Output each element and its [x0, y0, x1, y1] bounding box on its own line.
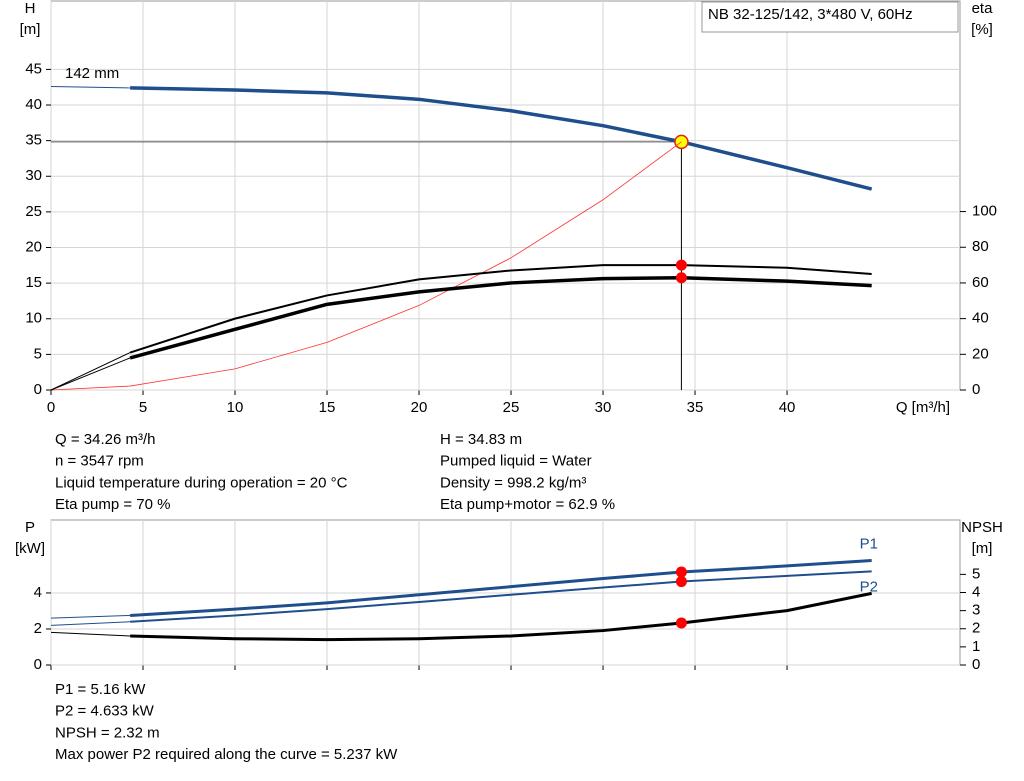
curve — [50, 141, 682, 391]
info-text: H = 34.83 m — [440, 431, 522, 448]
y2-tick-label: 5 — [972, 565, 980, 582]
x-tick-label: 30 — [595, 399, 612, 416]
info-text: Q = 34.26 m³/h — [55, 431, 155, 448]
duty-marker — [675, 576, 687, 588]
y2-tick-label: 1 — [972, 638, 980, 655]
info-text: Eta pump+motor = 62.9 % — [440, 496, 615, 513]
y-tick-label: 4 — [34, 584, 42, 601]
curve-extension — [50, 85, 131, 89]
x-tick-label: 0 — [47, 399, 55, 416]
y-axis-unit: [kW] — [15, 540, 45, 557]
plot-area — [50, 0, 961, 391]
y-tick-label: 35 — [25, 132, 42, 149]
curve-extension — [50, 352, 131, 391]
y2-tick-label: 0 — [972, 656, 980, 673]
info-text: NPSH = 2.32 m — [55, 724, 160, 741]
chart-title: NB 32-125/142, 3*480 V, 60Hz — [708, 6, 913, 23]
y2-tick-label: 40 — [972, 310, 989, 327]
y-tick-label: 0 — [34, 656, 42, 673]
info-text: Liquid temperature during operation = 20… — [55, 474, 348, 491]
duty-marker — [675, 259, 687, 271]
duty-marker — [675, 272, 687, 284]
y-axis-label: H — [25, 0, 36, 17]
x-tick-label: 40 — [779, 399, 796, 416]
series-label: P2 — [860, 578, 878, 595]
y2-axis-unit: [m] — [972, 540, 993, 557]
y2-tick-label: 0 — [972, 381, 980, 398]
y-tick-label: 25 — [25, 203, 42, 220]
y2-tick-label: 100 — [972, 203, 997, 220]
curve-extension — [50, 631, 131, 637]
x-tick-label: 10 — [227, 399, 244, 416]
y2-tick-label: 20 — [972, 345, 989, 362]
x-tick-label: 15 — [319, 399, 336, 416]
y-tick-label: 5 — [34, 345, 42, 362]
curve — [129, 264, 872, 354]
y-tick-label: 15 — [25, 274, 42, 291]
curve — [130, 570, 872, 623]
y2-tick-label: 60 — [972, 274, 989, 291]
y2-axis-label: eta — [972, 0, 994, 17]
curve — [130, 559, 872, 617]
curve-extension — [50, 614, 131, 619]
y-tick-label: 0 — [34, 381, 42, 398]
y2-tick-label: 3 — [972, 602, 980, 619]
x-tick-label: 20 — [411, 399, 428, 416]
info-text: Max power P2 required along the curve = … — [55, 746, 398, 763]
info-text: Eta pump = 70 % — [55, 496, 171, 513]
y2-axis-label: NPSH — [961, 519, 1003, 536]
x-tick-label: 35 — [687, 399, 704, 416]
y-tick-label: 2 — [34, 620, 42, 637]
y-tick-label: 45 — [25, 60, 42, 77]
y-axis-unit: [m] — [20, 21, 41, 38]
y-tick-label: 40 — [25, 96, 42, 113]
curve — [129, 276, 872, 360]
curve-extension — [50, 357, 131, 391]
curve-extension — [50, 621, 131, 626]
y-tick-label: 20 — [25, 238, 42, 255]
y-tick-label: 30 — [25, 167, 42, 184]
y2-axis-unit: [%] — [971, 21, 993, 38]
info-text: P1 = 5.16 kW — [55, 681, 146, 698]
series-label: P1 — [860, 535, 878, 552]
y-tick-label: 10 — [25, 310, 42, 327]
y2-tick-label: 2 — [972, 620, 980, 637]
y-axis-label: P — [25, 519, 35, 536]
y2-tick-label: 80 — [972, 238, 989, 255]
y2-tick-label: 4 — [972, 583, 980, 600]
duty-marker — [675, 566, 687, 578]
info-text: Density = 998.2 kg/m³ — [440, 474, 586, 491]
curve — [130, 86, 873, 191]
x-tick-label: 5 — [139, 399, 147, 416]
info-text: n = 3547 rpm — [55, 453, 144, 470]
info-text: Pumped liquid = Water — [440, 453, 592, 470]
info-text: P2 = 4.633 kW — [55, 703, 155, 720]
duty-marker — [675, 617, 687, 629]
title-box — [701, 1, 959, 33]
x-axis-label: Q [m³/h] — [896, 399, 950, 416]
curve — [130, 591, 872, 642]
x-tick-label: 25 — [503, 399, 520, 416]
annotation: 142 mm — [65, 65, 119, 82]
